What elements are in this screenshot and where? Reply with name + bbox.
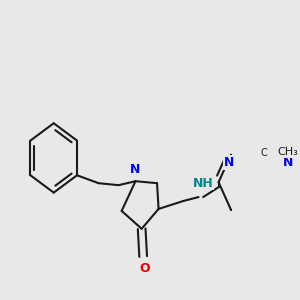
Text: NH: NH xyxy=(193,177,214,190)
Text: O: O xyxy=(140,262,150,275)
Text: CH₃: CH₃ xyxy=(278,148,298,158)
Text: C: C xyxy=(261,148,267,158)
Text: N: N xyxy=(283,156,293,169)
Text: N: N xyxy=(224,156,235,169)
Text: N: N xyxy=(130,163,141,176)
